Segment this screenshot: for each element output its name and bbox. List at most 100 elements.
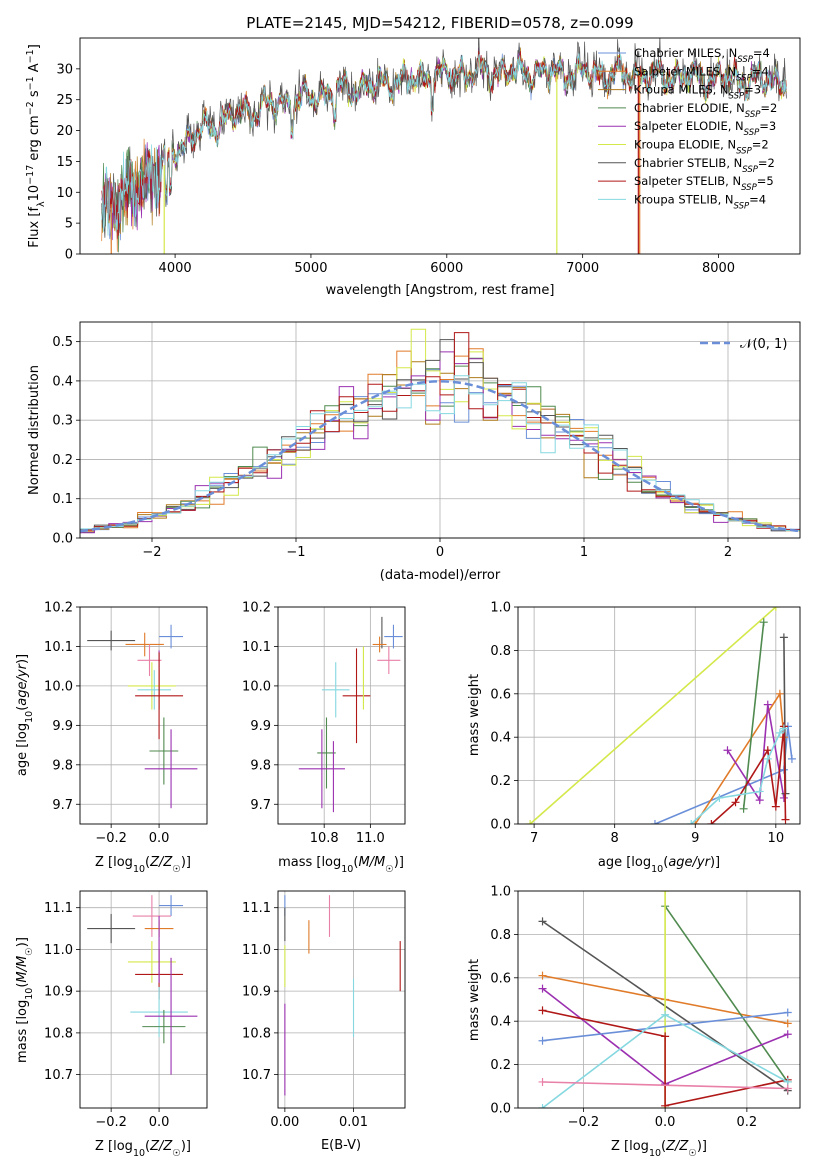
- plot-area: [87, 895, 198, 1075]
- axes-frame: [277, 890, 406, 1109]
- weight-marker: [755, 796, 764, 805]
- x-tick-label: 7: [530, 831, 538, 846]
- legend-entry: Chabrier ELODIE, NSSP=2: [634, 101, 777, 120]
- y-tick-label: 0: [65, 248, 73, 263]
- legend-entry: Kroupa MILES, NSSP=3: [634, 83, 761, 102]
- axes-frame: [79, 321, 801, 539]
- weight-marker: [783, 1008, 792, 1017]
- x-tick-label: 0.0: [149, 1115, 170, 1130]
- axis-label: Flux [fλ10−17 erg cm−2 s−1 A−1]: [25, 44, 47, 248]
- y-tick-label: 0.3: [52, 414, 73, 429]
- weight-marker: [763, 746, 772, 755]
- weight-marker: [715, 793, 724, 802]
- x-axis-label: (data-model)/error: [380, 568, 501, 583]
- axis-label: mass [log10(M/M☉)]: [15, 937, 35, 1063]
- y-tick-label: 10.1: [44, 640, 73, 655]
- y-tick-label: 11.0: [242, 943, 271, 958]
- y-tick-label: 0.5: [52, 335, 73, 350]
- y-tick-label: 5: [65, 217, 73, 232]
- x-tick-label: −0.2: [95, 831, 127, 846]
- spectrum-line-salpeter-elodie: [101, 47, 787, 241]
- axes-frame: [79, 37, 801, 255]
- y-axis-label: Normed distribution: [27, 365, 42, 495]
- y-tick-label: 10.7: [44, 1068, 73, 1083]
- weight-line: [529, 607, 777, 824]
- weight-marker: [783, 1019, 792, 1028]
- plot-area: [80, 328, 800, 535]
- panel-mass_vs_Z: −0.2 0.0 10.7 10.8 10.9 11.0 11.1 Z [log10(Z/Z☉…: [15, 890, 208, 1159]
- weight-line: [710, 726, 787, 824]
- weight-marker: [538, 1104, 547, 1108]
- x-tick-label: 6000: [430, 261, 463, 276]
- weight-marker: [661, 1010, 670, 1019]
- axis-label: age [log10(age/yr)]: [598, 855, 720, 875]
- axis-label: mass [log10(M/M☉)]: [278, 855, 404, 875]
- x-tick-label: 8: [611, 831, 619, 846]
- panel-age_vs_Z: −0.2 0.0 9.7 9.8 9.9 10.0 10.1 10.2 Z [log10(Z/Z…: [15, 601, 208, 875]
- y-tick-label: 0.0: [490, 818, 511, 833]
- panel-massweight_vs_age: 7 8 9 10 0.0 0.2 0.4 0.6 0.8 1.0 age [log10(age/yr…: [467, 601, 801, 875]
- legend-entry: Kroupa ELODIE, NSSP=2: [634, 138, 769, 157]
- x-tick-label: 8000: [702, 261, 735, 276]
- legend-entry: Kroupa STELIB, NSSP=4: [634, 192, 766, 211]
- x-tick-label: 7000: [566, 261, 599, 276]
- weight-marker: [759, 618, 768, 627]
- weight-line: [542, 1011, 788, 1042]
- y-tick-label: 10.0: [242, 679, 271, 694]
- weight-marker: [538, 917, 547, 926]
- y-tick-label: 9.7: [250, 798, 271, 813]
- x-tick-label: 2: [724, 545, 732, 560]
- y-tick-label: 20: [56, 124, 73, 139]
- y-tick-label: 10.8: [44, 1026, 73, 1041]
- axis-label: Z [log10(Z/Z☉)]: [95, 1139, 191, 1159]
- weight-marker: [723, 746, 732, 755]
- y-tick-label: 10.1: [242, 640, 271, 655]
- plot-area: [538, 891, 792, 1108]
- y-tick-label: 10.9: [242, 985, 271, 1000]
- weight-line: [542, 1009, 788, 1107]
- legend-entry: Chabrier STELIB, NSSP=2: [634, 156, 775, 175]
- x-tick-label: 10.8: [310, 831, 339, 846]
- x-tick-label: 1: [580, 545, 588, 560]
- weight-marker: [538, 984, 547, 993]
- x-tick-label: 0.2: [737, 1115, 758, 1130]
- y-tick-label: 10.7: [242, 1068, 271, 1083]
- x-tick-label: −0.2: [568, 1115, 600, 1130]
- weight-marker: [538, 971, 547, 980]
- panel-spectrum: 4000 5000 6000 7000 8000 0 5 10 15 20 25 30 Chabrier…: [25, 37, 801, 298]
- weight-marker: [771, 607, 780, 611]
- weight-marker: [661, 891, 670, 895]
- y-tick-label: 10: [56, 186, 73, 201]
- x-tick-label: 11.0: [356, 831, 385, 846]
- y-tick-label: 0.6: [490, 687, 511, 702]
- gridlines: [278, 606, 405, 824]
- weight-line: [742, 622, 765, 809]
- weight-marker: [707, 820, 716, 824]
- x-tick-label: −1: [286, 545, 305, 560]
- y-axis-label: mass weight: [467, 674, 482, 756]
- axes-frame: [517, 606, 801, 825]
- y-tick-label: 10.2: [44, 601, 73, 616]
- axis-label: Z [log10(Z/Z☉)]: [95, 855, 191, 875]
- x-tick-label: −2: [142, 545, 161, 560]
- panel-residuals: −2 −1 0 1 2 0.0 0.1 0.2 0.3 0.4 0.5 𝒩(0, 1) (data-mo…: [27, 321, 801, 583]
- panel-massweight_vs_Z: −0.2 0.0 0.2 0.0 0.2 0.4 0.6 0.8 1.0 Z [log10(Z/Z…: [467, 885, 801, 1159]
- y-tick-label: 30: [56, 62, 73, 77]
- weight-marker: [775, 728, 784, 737]
- plot-area: [101, 38, 787, 254]
- y-tick-label: 0.0: [490, 1102, 511, 1117]
- x-tick-label: 0: [436, 545, 444, 560]
- weight-marker: [763, 754, 772, 763]
- y-tick-label: 25: [56, 93, 73, 108]
- y-tick-label: 9.9: [250, 719, 271, 734]
- gridlines: [518, 890, 800, 1109]
- weight-marker: [731, 798, 740, 807]
- y-tick-label: 0.4: [490, 731, 511, 746]
- plot-area: [526, 607, 796, 824]
- weight-marker: [755, 787, 764, 796]
- gridlines: [80, 606, 207, 824]
- y-tick-label: 1.0: [490, 885, 511, 900]
- gridlines: [80, 891, 207, 1108]
- y-tick-label: 0.2: [52, 453, 73, 468]
